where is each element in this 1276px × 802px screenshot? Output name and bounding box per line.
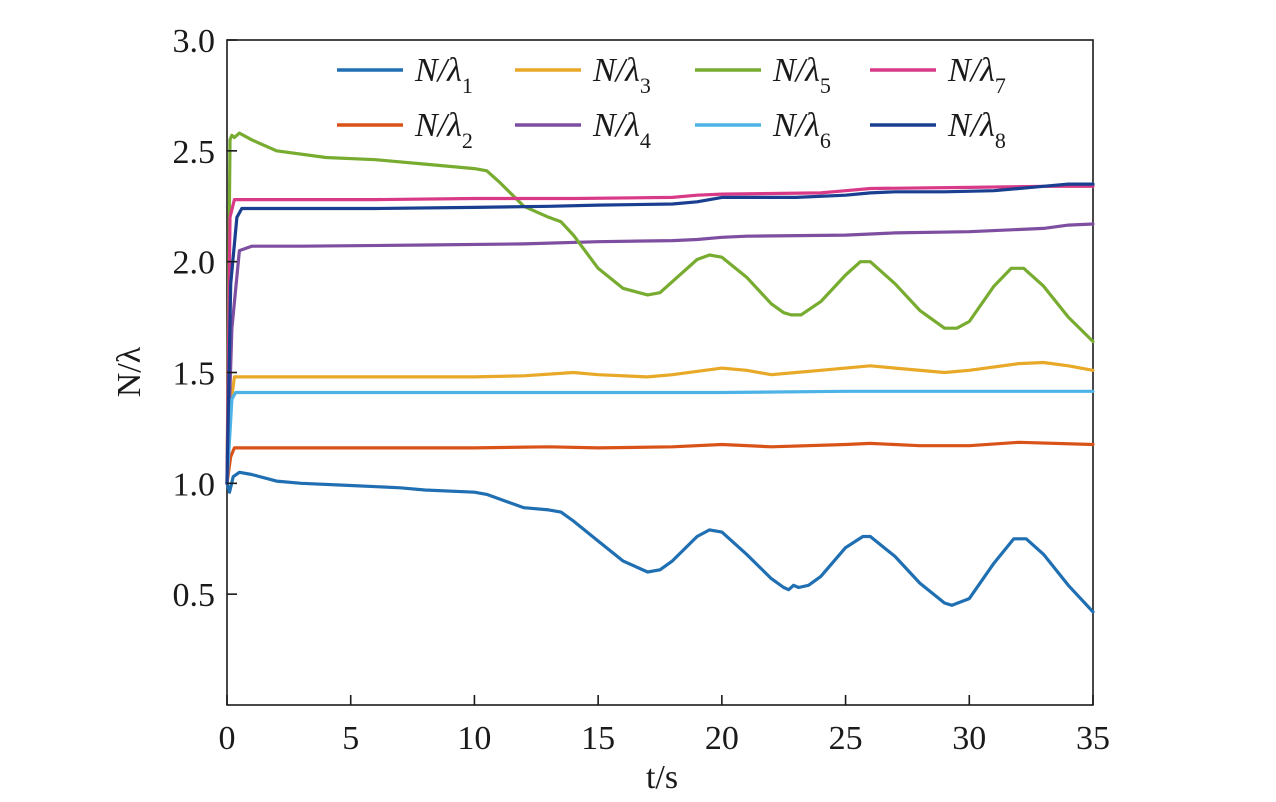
- y-tick-label: 2.0: [173, 245, 216, 282]
- series-line-2: [225, 440, 1095, 485]
- x-tick-label: 10: [457, 720, 491, 757]
- series-line-7: [225, 184, 1095, 485]
- x-tick-label: 0: [219, 720, 236, 757]
- series-line-8: [225, 182, 1095, 485]
- x-tick-label: 15: [581, 720, 615, 757]
- y-tick-label: 0.5: [173, 577, 216, 614]
- x-tick-label: 25: [829, 720, 863, 757]
- x-axis-label: t/s: [646, 759, 678, 796]
- x-tick-label: 35: [1076, 720, 1110, 757]
- x-tick-label: 5: [342, 720, 359, 757]
- legend: N/λ1 N/λ2 N/λ3 N/λ4 N/λ5 N/λ6 N/λ7 N/λ8: [337, 52, 1006, 153]
- series-line-6: [225, 389, 1095, 485]
- y-tick-label: 3.0: [173, 23, 216, 60]
- y-axis-label: N/λ: [111, 346, 148, 397]
- y-tick-label: 1.0: [173, 466, 216, 503]
- x-tick-label: 30: [952, 720, 986, 757]
- series-line-5: [225, 131, 1095, 485]
- tick-layer: 0 5 10 15 20 25 30 35 0.5 1.0 1.5 2.0 2.5 3.0: [173, 23, 1111, 757]
- x-tick-label: 20: [705, 720, 739, 757]
- legend-label-7: N/λ7: [947, 52, 1006, 98]
- legend-label-4: N/λ4: [592, 107, 651, 153]
- legend-label-6: N/λ6: [772, 107, 831, 153]
- legend-label-2: N/λ2: [414, 107, 473, 153]
- legend-label-3: N/λ3: [592, 52, 651, 98]
- series-layer: [225, 131, 1095, 614]
- legend-label-8: N/λ8: [947, 107, 1006, 153]
- series-line-3: [225, 360, 1095, 485]
- series-line-4: [225, 222, 1095, 485]
- legend-label-1: N/λ1: [414, 52, 473, 98]
- legend-label-5: N/λ5: [772, 52, 831, 98]
- y-tick-label: 2.5: [173, 134, 216, 171]
- series-line-1: [225, 470, 1095, 614]
- y-tick-label: 1.5: [173, 356, 216, 393]
